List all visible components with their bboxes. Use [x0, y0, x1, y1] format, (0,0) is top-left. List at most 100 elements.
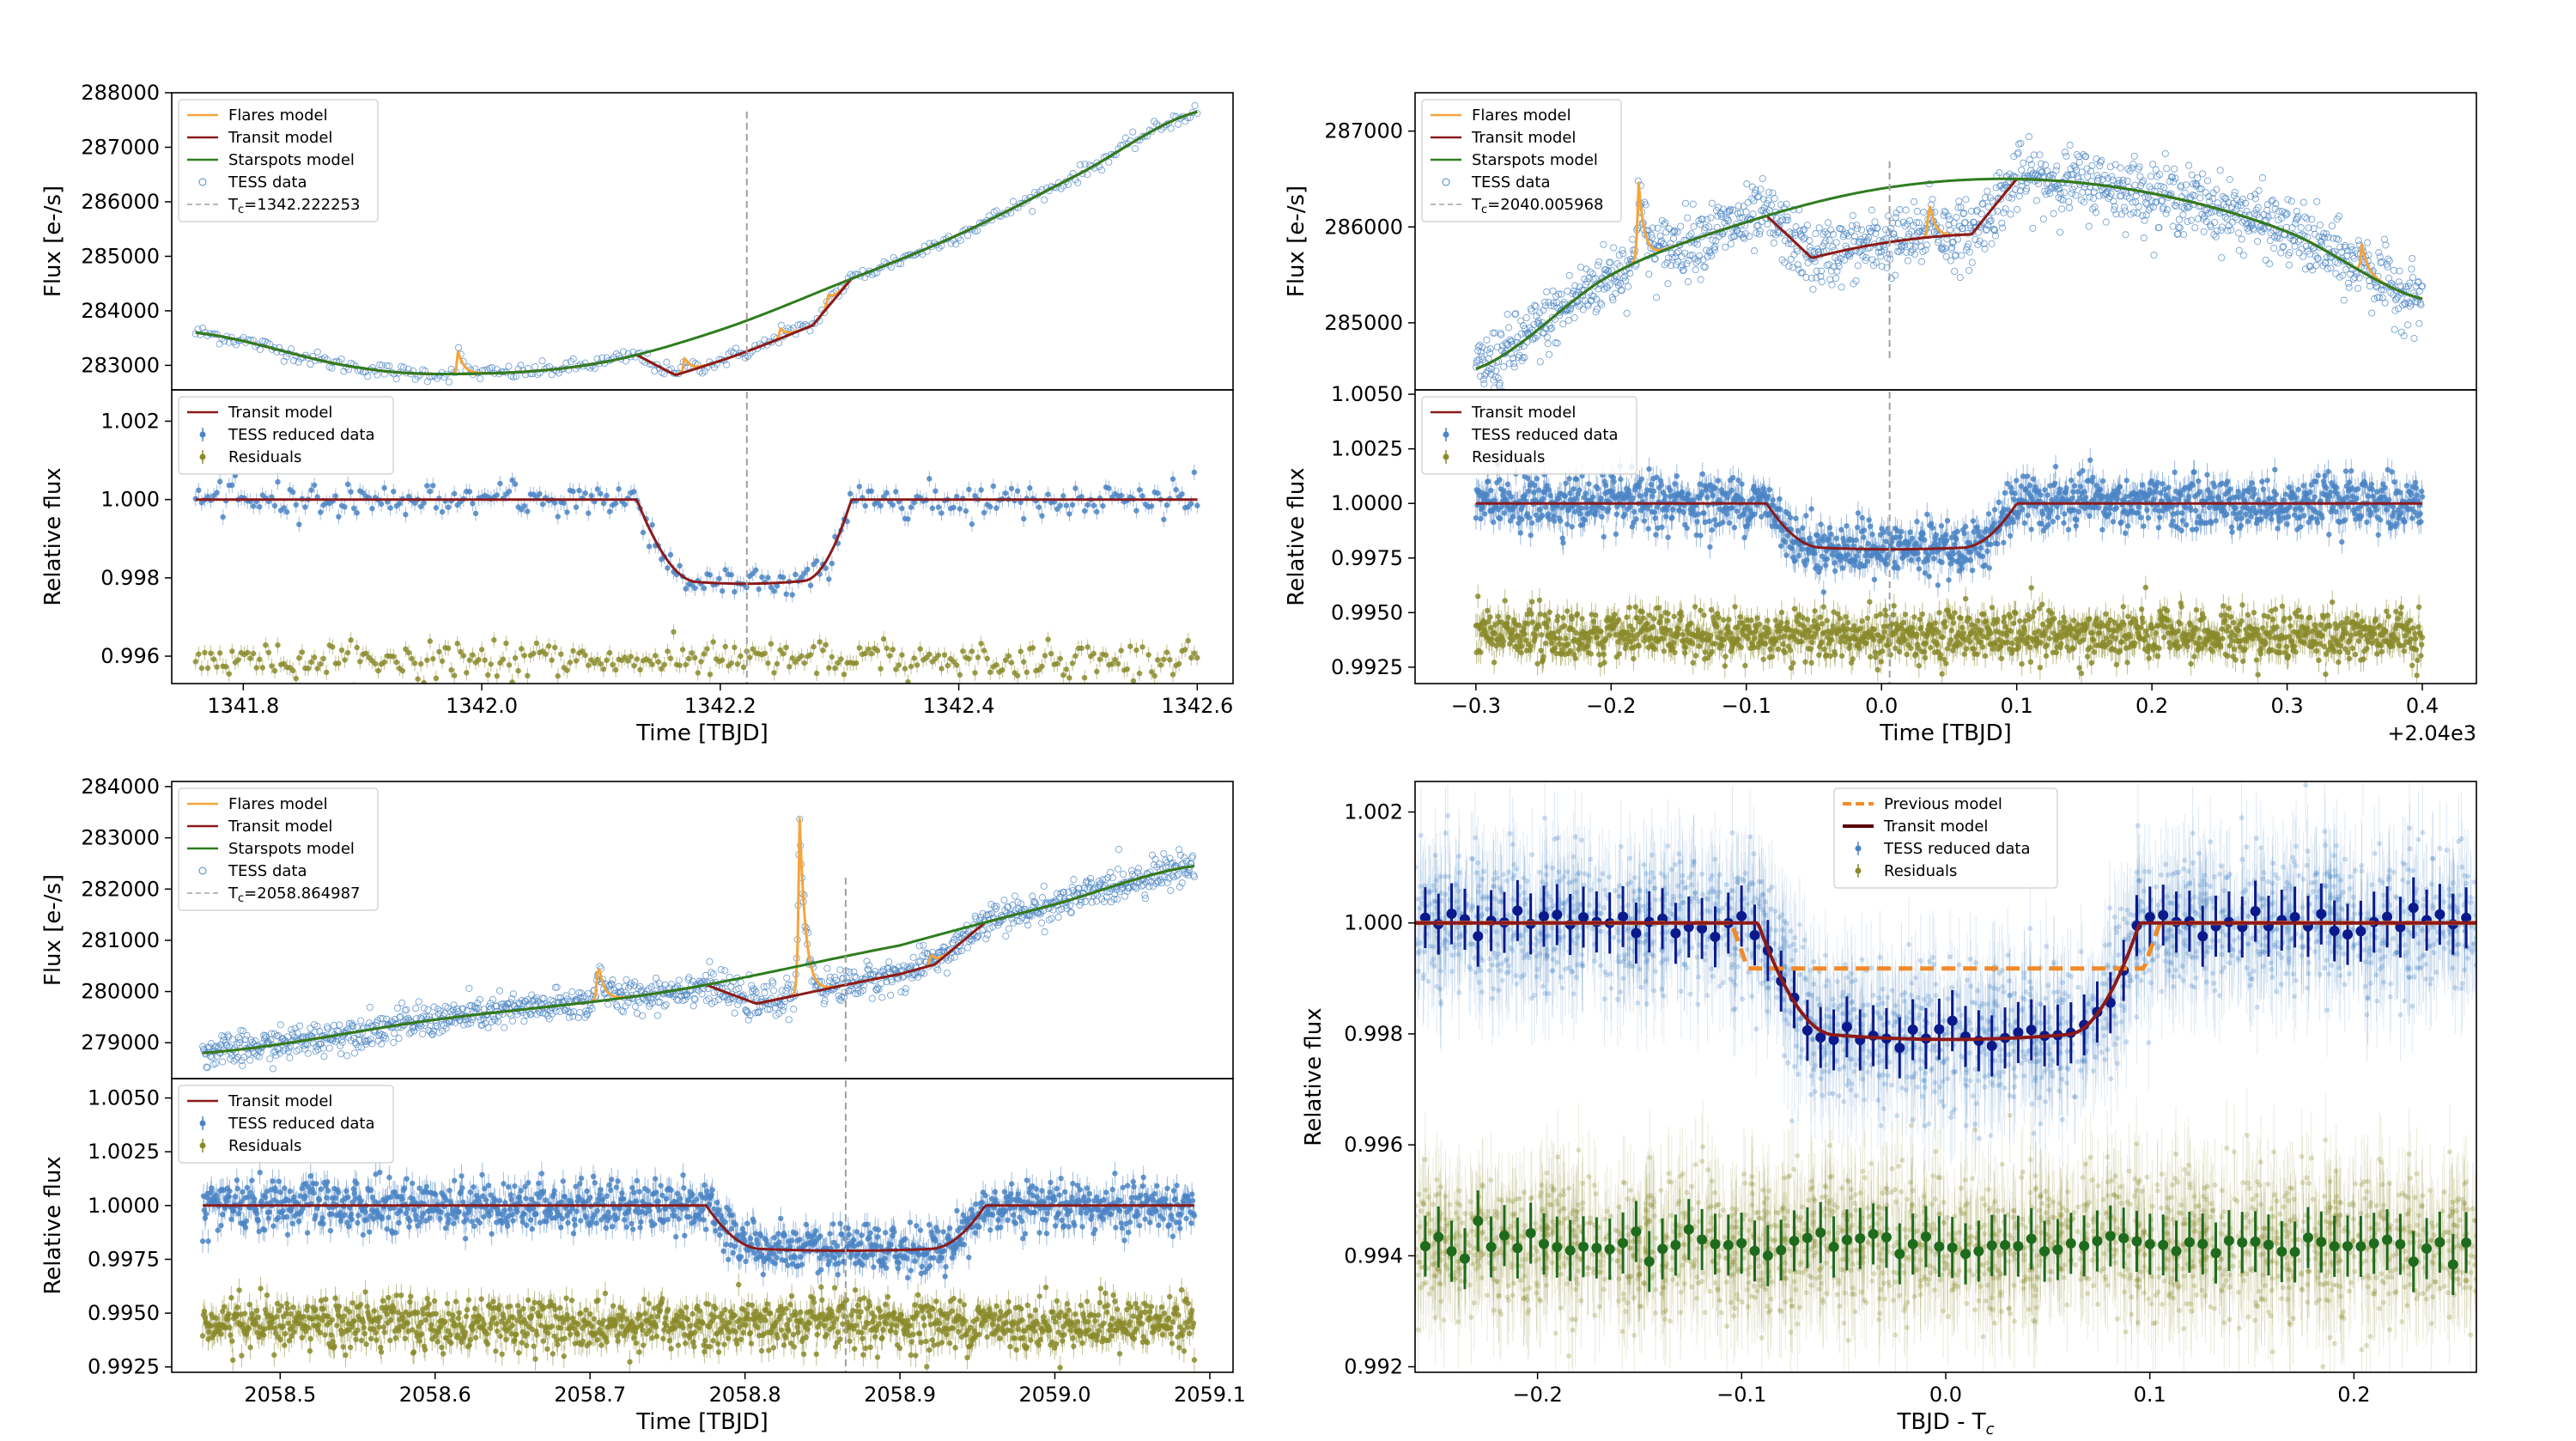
data-point — [1808, 506, 1814, 512]
data-point — [1859, 252, 1867, 260]
data-point — [789, 592, 795, 598]
data-point — [2104, 174, 2111, 182]
data-point — [756, 586, 762, 593]
legend-dot-marker — [199, 453, 206, 460]
data-point — [1988, 240, 1996, 247]
residual-point — [1155, 657, 1161, 663]
data-point — [2064, 172, 2072, 179]
data-point — [290, 489, 296, 496]
data-point — [2080, 151, 2087, 159]
residual-point — [927, 651, 933, 658]
data-point — [2182, 181, 2190, 189]
data-point — [2231, 188, 2239, 197]
data-point — [927, 476, 933, 482]
data-point — [1604, 268, 1612, 276]
data-point — [1600, 240, 1607, 248]
data-point — [2250, 226, 2257, 234]
y-tick-label: 287000 — [81, 135, 160, 159]
data-point — [2129, 160, 2137, 168]
data-point — [1791, 231, 1799, 239]
residual-point — [945, 662, 951, 669]
data-point — [826, 576, 832, 582]
residual-point — [509, 679, 515, 684]
data-point — [1979, 200, 1987, 208]
data-point — [1907, 529, 1913, 535]
data-point — [1546, 516, 1552, 522]
data-point — [2001, 184, 2008, 192]
data-point — [2170, 178, 2178, 185]
data-point — [2136, 173, 2144, 180]
data-point — [1968, 258, 1976, 266]
data-point — [2291, 242, 2299, 250]
residual-point — [519, 646, 525, 652]
data-point — [1939, 559, 1945, 565]
residual-point — [820, 648, 826, 654]
data-point — [2002, 205, 2009, 213]
data-point — [1931, 556, 1937, 562]
residual-point — [512, 655, 519, 661]
residual-point — [659, 666, 665, 672]
data-point — [964, 232, 972, 240]
data-point — [1702, 519, 1709, 526]
residual-point — [625, 658, 631, 664]
data-point — [1562, 493, 1569, 499]
data-point — [1978, 210, 1985, 218]
data-point — [307, 361, 314, 368]
residual-point — [478, 647, 485, 653]
data-point — [2303, 215, 2311, 222]
data-point — [1765, 188, 1773, 197]
data-point — [564, 509, 570, 515]
data-point — [1709, 526, 1716, 533]
data-point — [1843, 229, 1850, 237]
residual-point — [740, 664, 747, 671]
residual-point — [1054, 660, 1060, 667]
data-point — [1735, 202, 1742, 210]
data-point — [1500, 362, 1508, 371]
legend-label: Flares model — [228, 106, 328, 125]
data-point — [1770, 239, 1777, 246]
data-point — [1789, 229, 1796, 238]
data-point — [1806, 243, 1814, 251]
residual-point — [1124, 666, 1131, 672]
data-point — [1868, 523, 1874, 530]
data-point — [281, 505, 287, 511]
data-point — [1491, 329, 1498, 337]
data-point — [2275, 207, 2283, 215]
data-point — [2387, 289, 2395, 296]
data-point — [1600, 505, 1607, 511]
residual-point — [497, 660, 503, 666]
data-point — [799, 575, 805, 581]
data-point — [2178, 182, 2185, 190]
data-point — [1991, 520, 1997, 526]
data-point — [1631, 508, 1637, 515]
data-point — [1580, 521, 1586, 528]
data-point — [1933, 532, 1939, 538]
data-point — [2175, 223, 2183, 231]
data-point — [2288, 224, 2296, 232]
residual-point — [424, 657, 430, 663]
data-point — [1853, 222, 1861, 229]
residual-point — [653, 653, 659, 659]
data-point — [1911, 198, 1918, 205]
data-point — [2014, 477, 2020, 483]
data-point — [649, 522, 655, 528]
data-point — [2187, 193, 2195, 201]
data-point — [905, 516, 911, 522]
legend-box — [1421, 99, 1622, 222]
data-point — [667, 551, 674, 558]
data-point — [364, 373, 372, 380]
data-point — [2332, 270, 2340, 277]
data-point — [783, 591, 789, 597]
residual-point — [600, 666, 607, 672]
data-point — [1478, 515, 1484, 522]
data-point — [993, 505, 999, 511]
residual-point — [210, 656, 217, 662]
data-point — [1036, 504, 1042, 510]
data-point — [2085, 188, 2093, 196]
data-point — [1790, 251, 1798, 258]
residual-point — [683, 661, 689, 668]
data-point — [2069, 171, 2077, 179]
data-point — [2194, 174, 2202, 182]
data-point — [1659, 524, 1665, 530]
